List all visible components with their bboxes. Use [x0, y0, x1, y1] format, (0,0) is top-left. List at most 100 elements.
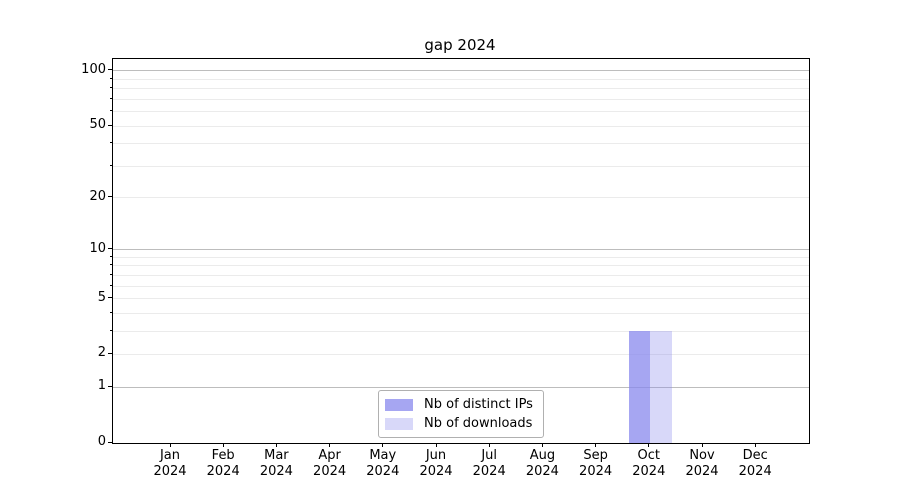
y-grid-minor-line: [113, 256, 809, 258]
x-tick-month: Jun: [425, 448, 447, 463]
y-grid-minor-line: [113, 98, 809, 100]
x-tick-label: May 2024: [351, 448, 415, 480]
y-tick-mark: [108, 124, 112, 126]
x-tick-mark: [754, 443, 756, 447]
x-tick-mark: [169, 443, 171, 447]
y-grid-major-line: [113, 386, 809, 388]
x-tick-mark: [701, 443, 703, 447]
x-tick-label: Sep 2024: [564, 448, 628, 480]
x-tick-mark: [488, 443, 490, 447]
x-tick-label: Oct 2024: [617, 448, 681, 480]
y-grid-minor-line: [113, 165, 809, 167]
x-tick-month: May: [369, 448, 397, 463]
y-minor-tick-mark: [110, 284, 112, 286]
y-grid-minor-line: [113, 265, 809, 267]
y-grid-minor-line: [113, 197, 809, 198]
y-minor-tick-mark: [110, 77, 112, 79]
x-tick-label: Jun 2024: [404, 448, 468, 480]
x-tick-year: 2024: [632, 464, 666, 479]
y-tick-mark: [108, 69, 112, 71]
y-grid-minor-line: [113, 88, 809, 90]
x-tick-label: Jul 2024: [457, 448, 521, 480]
x-tick-label: Dec 2024: [723, 448, 787, 480]
bar-distinct-ips: [628, 331, 650, 443]
y-tick-mark: [108, 196, 112, 197]
x-tick-month: Sep: [583, 448, 608, 463]
x-tick-year: 2024: [419, 464, 453, 479]
y-grid-minor-line: [113, 125, 809, 127]
x-tick-year: 2024: [685, 464, 719, 479]
x-tick-year: 2024: [738, 464, 772, 479]
legend-label-downloads: Nb of downloads: [424, 416, 533, 431]
y-grid-major-line: [113, 70, 809, 72]
x-tick-year: 2024: [153, 464, 187, 479]
x-tick-mark: [541, 443, 543, 447]
y-minor-tick-mark: [110, 87, 112, 89]
y-grid-minor-line: [113, 298, 809, 299]
y-tick-mark: [108, 385, 112, 387]
y-tick-mark: [108, 297, 112, 298]
y-tick-label: 1: [97, 378, 106, 394]
x-tick-month: Jul: [481, 448, 498, 463]
y-tick-label: 20: [89, 188, 106, 204]
x-tick-year: 2024: [472, 464, 506, 479]
legend-swatch-downloads: [385, 417, 413, 430]
y-tick-mark: [108, 248, 112, 250]
x-tick-mark: [595, 443, 597, 447]
y-grid-minor-line: [113, 274, 809, 276]
y-grid-minor-line: [113, 312, 809, 314]
y-grid-major-line: [113, 249, 809, 251]
x-tick-mark: [329, 443, 331, 447]
legend-swatch-distinct-ips: [385, 398, 413, 411]
x-tick-mark: [222, 443, 224, 447]
y-minor-tick-mark: [110, 264, 112, 266]
x-tick-label: Mar 2024: [244, 448, 308, 480]
x-tick-month: Nov: [689, 448, 715, 463]
y-minor-tick-mark: [110, 164, 112, 166]
x-tick-month: Apr: [318, 448, 341, 463]
y-tick-label: 5: [97, 289, 106, 305]
y-grid-minor-line: [113, 143, 809, 145]
y-tick-label: 50: [89, 117, 106, 132]
y-minor-tick-mark: [110, 311, 112, 313]
legend-item-downloads: Nb of downloads: [385, 414, 536, 433]
legend-label-distinct-ips: Nb of distinct IPs: [424, 397, 533, 412]
plot-area: [112, 58, 810, 444]
y-minor-tick-mark: [110, 255, 112, 257]
y-minor-tick-mark: [110, 110, 112, 111]
y-tick-label: 10: [89, 240, 106, 256]
x-tick-month: Dec: [742, 448, 768, 463]
y-minor-tick-mark: [110, 142, 112, 144]
y-tick-label: 100: [81, 61, 106, 77]
bar-downloads: [649, 331, 672, 443]
legend-item-distinct-ips: Nb of distinct IPs: [385, 395, 536, 414]
y-grid-minor-line: [113, 78, 809, 80]
chart-title: gap 2024: [424, 36, 496, 54]
y-grid-minor-line: [113, 111, 809, 112]
y-grid-minor-line: [113, 330, 809, 332]
x-tick-month: Aug: [529, 448, 556, 463]
y-grid-minor-line: [113, 285, 809, 287]
y-minor-tick-mark: [110, 97, 112, 99]
y-tick-mark: [108, 441, 112, 443]
x-tick-month: Oct: [637, 448, 661, 463]
x-tick-mark: [648, 443, 650, 447]
x-tick-label: Apr 2024: [298, 448, 362, 480]
y-grid-minor-line: [113, 353, 809, 355]
x-tick-label: Feb 2024: [191, 448, 255, 480]
y-tick-label: 0: [97, 434, 106, 449]
x-tick-year: 2024: [366, 464, 400, 479]
x-tick-month: Feb: [211, 448, 235, 463]
y-minor-tick-mark: [110, 273, 112, 275]
x-tick-month: Jan: [159, 448, 181, 463]
y-tick-mark: [108, 352, 112, 354]
y-minor-tick-mark: [110, 329, 112, 331]
x-tick-year: 2024: [259, 464, 293, 479]
x-tick-label: Jan 2024: [138, 448, 202, 480]
x-tick-month: Mar: [264, 448, 289, 463]
legend: Nb of distinct IPs Nb of downloads: [378, 390, 544, 438]
x-tick-mark: [275, 443, 277, 447]
x-tick-year: 2024: [525, 464, 559, 479]
x-tick-year: 2024: [206, 464, 240, 479]
